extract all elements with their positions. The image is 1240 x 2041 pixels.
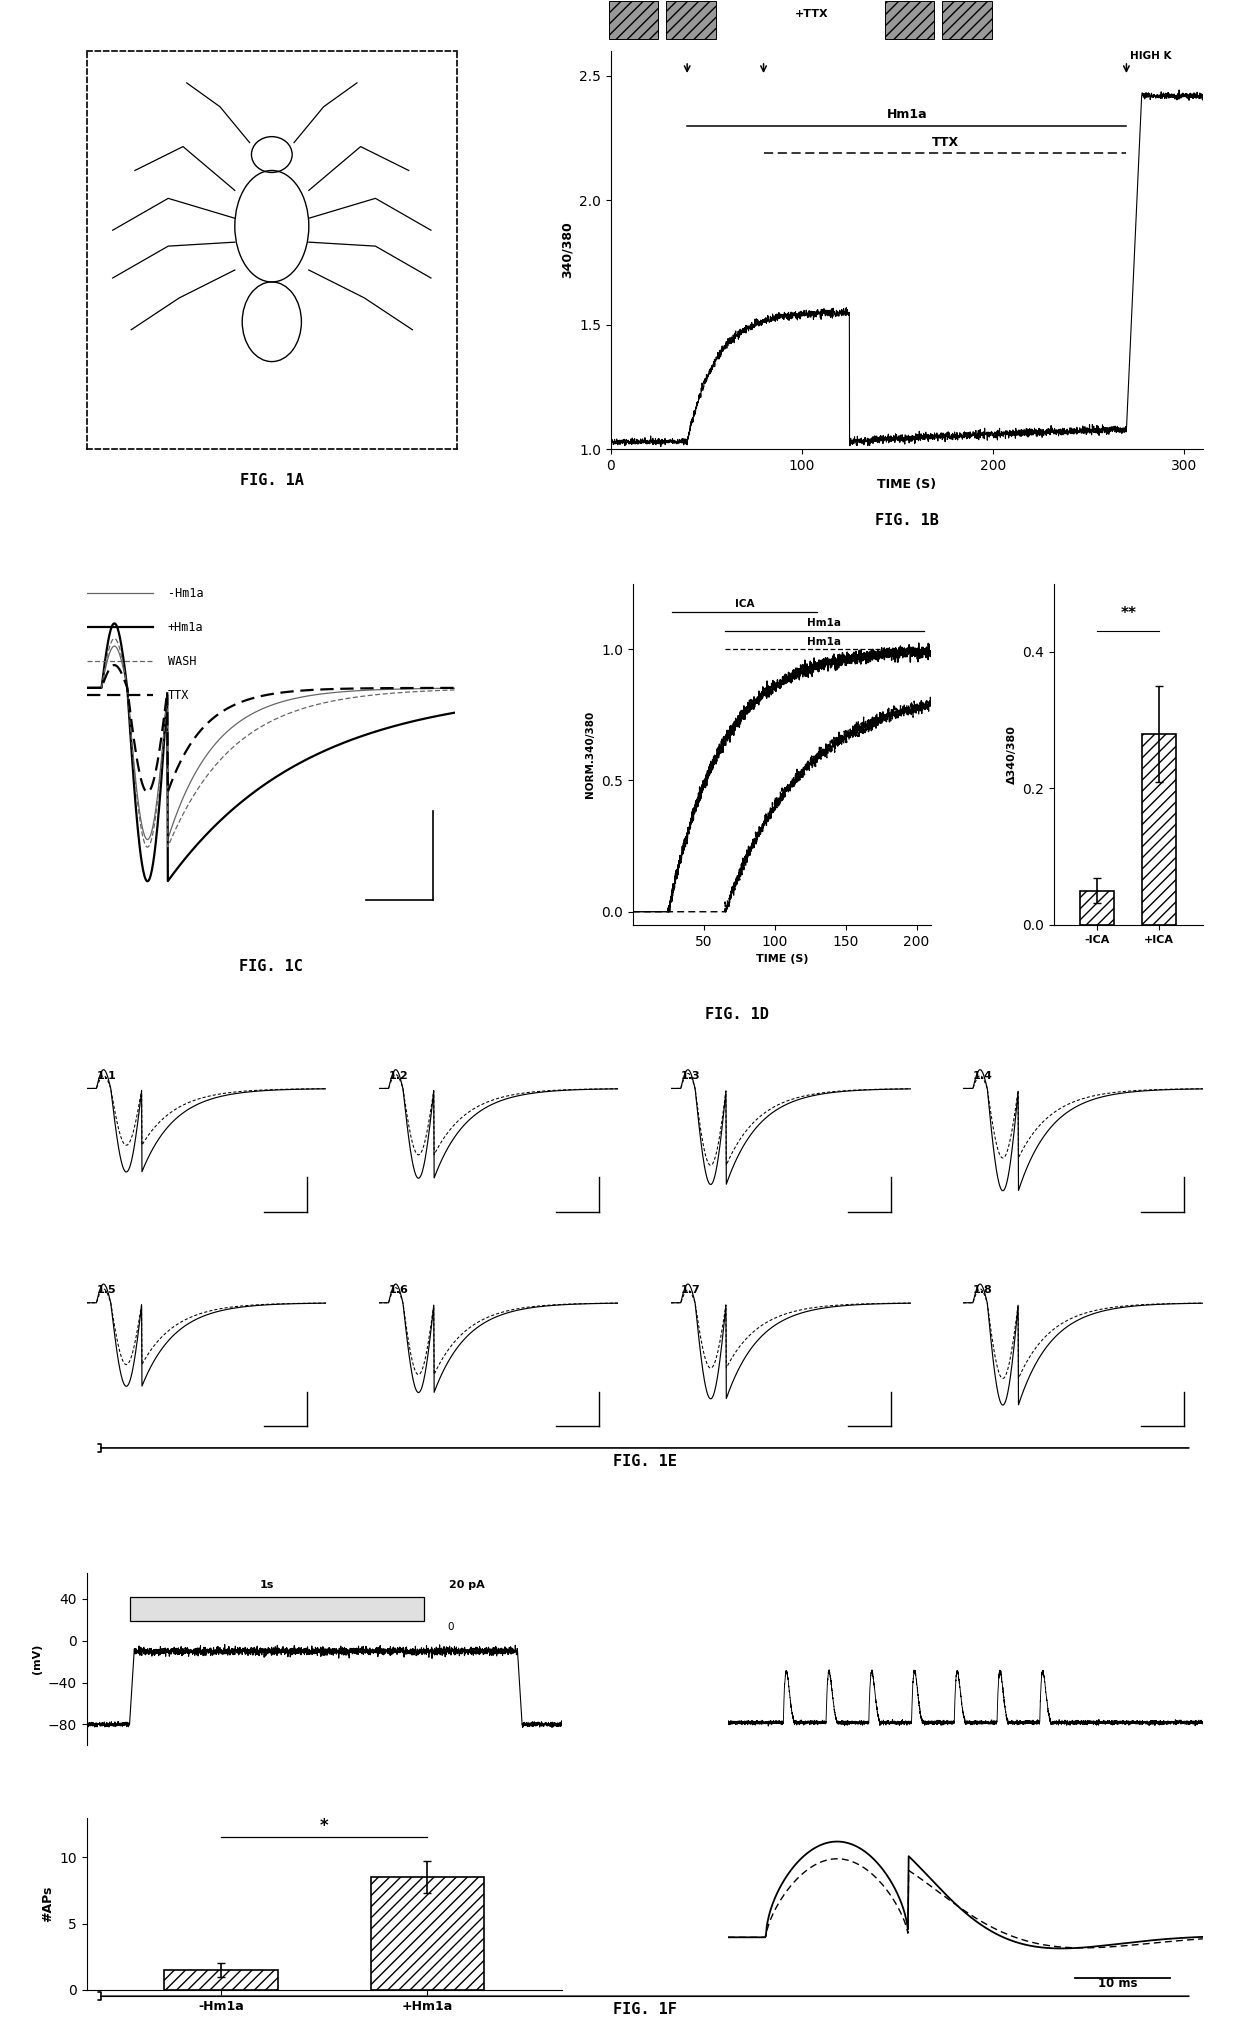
FancyBboxPatch shape — [609, 2, 658, 39]
Bar — [1080, 890, 1115, 925]
Text: WASH: WASH — [167, 655, 196, 667]
FancyBboxPatch shape — [666, 2, 715, 39]
Text: FIG. 1E: FIG. 1E — [613, 1453, 677, 1470]
Text: +Hm1a: +Hm1a — [167, 620, 203, 633]
Text: FIG. 1D: FIG. 1D — [706, 1006, 769, 1023]
Text: 1.1: 1.1 — [97, 1072, 117, 1082]
Bar — [129, 1596, 424, 1621]
Text: ICA: ICA — [735, 600, 755, 608]
Text: 10 ms: 10 ms — [1099, 1978, 1138, 1990]
Y-axis label: (mV): (mV) — [32, 1643, 42, 1674]
Text: 1.7: 1.7 — [681, 1286, 701, 1296]
Text: *: * — [320, 1816, 329, 1835]
Y-axis label: #APs: #APs — [41, 1886, 53, 1923]
Text: FIG. 1B: FIG. 1B — [875, 512, 939, 529]
Bar — [371, 1878, 485, 1990]
Y-axis label: 340/380: 340/380 — [560, 222, 573, 278]
Text: TTX: TTX — [931, 135, 959, 149]
Text: TTX: TTX — [167, 690, 188, 702]
Text: HIGH K: HIGH K — [1130, 51, 1172, 61]
Y-axis label: Δ340/380: Δ340/380 — [1007, 725, 1017, 784]
X-axis label: TIME (S): TIME (S) — [877, 478, 936, 492]
Text: 1.8: 1.8 — [973, 1286, 993, 1296]
Text: Hm1a: Hm1a — [887, 108, 928, 120]
Text: 1.2: 1.2 — [388, 1072, 408, 1082]
FancyBboxPatch shape — [942, 2, 992, 39]
Text: -Hm1a: -Hm1a — [167, 586, 203, 600]
Text: Hm1a: Hm1a — [807, 637, 842, 647]
Bar — [164, 1970, 278, 1990]
Text: Hm1a: Hm1a — [807, 618, 842, 627]
X-axis label: TIME (S): TIME (S) — [755, 953, 808, 963]
Text: FIG. 1C: FIG. 1C — [239, 959, 303, 974]
FancyBboxPatch shape — [885, 2, 935, 39]
Text: 1.3: 1.3 — [681, 1072, 701, 1082]
Text: FIG. 1F: FIG. 1F — [613, 2002, 677, 2017]
Text: FIG. 1A: FIG. 1A — [239, 474, 304, 488]
Text: +TTX: +TTX — [795, 8, 828, 18]
Text: **: ** — [1120, 606, 1136, 620]
Text: 0: 0 — [448, 1623, 454, 1631]
Text: 1.5: 1.5 — [97, 1286, 117, 1296]
Text: 1s: 1s — [260, 1580, 274, 1590]
Text: 1.4: 1.4 — [973, 1072, 993, 1082]
Text: 1.6: 1.6 — [388, 1286, 408, 1296]
Text: 20 pA: 20 pA — [449, 1580, 485, 1590]
Bar — [1142, 735, 1177, 925]
Y-axis label: NORM.340/380: NORM.340/380 — [585, 710, 595, 798]
